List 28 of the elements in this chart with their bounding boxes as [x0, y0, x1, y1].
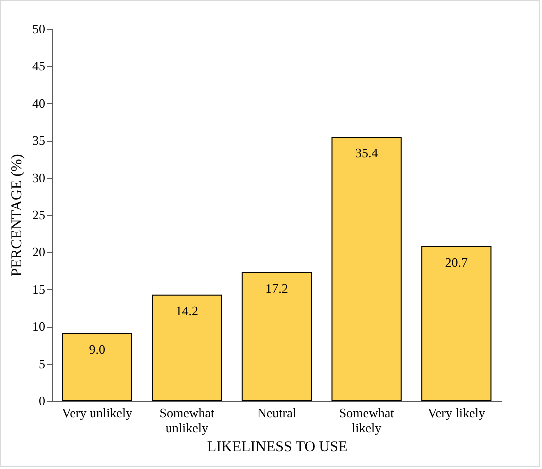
- x-tick-label: Neutral: [258, 406, 297, 420]
- bar: [332, 137, 402, 402]
- data-label: 20.7: [445, 254, 469, 270]
- data-label: 17.2: [266, 281, 288, 296]
- x-tick-label: Somewhat unlikely: [160, 406, 216, 436]
- y-tick-label: 45: [32, 58, 46, 74]
- y-tick-label: 10: [32, 319, 46, 334]
- bar: [242, 272, 312, 402]
- bar: [422, 246, 492, 402]
- data-label: 14.2: [176, 303, 199, 318]
- y-tick-label: 20: [32, 244, 46, 260]
- data-label: 35.4: [355, 146, 379, 161]
- y-tick-label: 0: [39, 394, 46, 408]
- y-tick-label: 30: [32, 170, 46, 186]
- bar: [152, 294, 222, 402]
- y-tick-label: 5: [39, 356, 46, 372]
- y-tick-label: 35: [32, 133, 46, 148]
- data-label: 9.0: [89, 342, 106, 358]
- bar: [62, 334, 132, 402]
- y-tick-label: 15: [32, 282, 46, 297]
- y-tick-label: 25: [32, 208, 46, 222]
- x-tick-label: Very likely: [428, 406, 486, 420]
- x-tick-label: Somewhat likely: [339, 406, 395, 436]
- x-axis-title: LIKELINESS TO USE: [207, 440, 348, 456]
- y-tick-label: 40: [32, 96, 46, 111]
- y-tick-label: 50: [32, 22, 46, 36]
- y-axis-title: PERCENTAGE (%): [10, 154, 26, 277]
- x-tick-label: Very unlikely: [62, 406, 134, 420]
